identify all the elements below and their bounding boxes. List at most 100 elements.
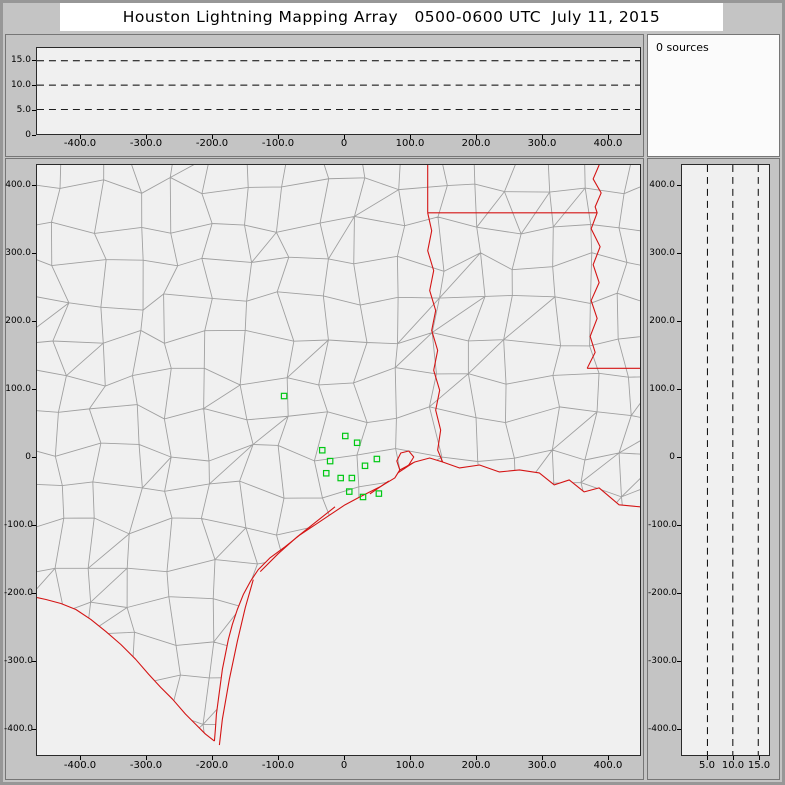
map-y-tick-label: -400.0: [4, 724, 34, 734]
map-y-tick-label: -300.0: [4, 656, 34, 666]
map-y-tick-label: -200.0: [4, 588, 34, 598]
ns-y-tick-label: -400.0: [648, 724, 678, 734]
station-marker: [341, 432, 349, 440]
station-marker: [326, 457, 334, 465]
tick-mark: [146, 756, 147, 760]
altitude-y-tick-label: 5.0: [16, 105, 31, 115]
ew-x-tick-label: -100.0: [261, 138, 295, 149]
panel-plan-view: [5, 158, 644, 780]
tick-mark: [278, 756, 279, 760]
tick-mark: [410, 135, 411, 139]
tick-mark: [344, 135, 345, 139]
map-x-tick-label: -200.0: [195, 760, 229, 771]
tick-mark: [32, 185, 36, 186]
ns-y-tick-label: 0: [669, 452, 675, 462]
plan-view-map-plot[interactable]: [36, 164, 641, 756]
tick-mark: [32, 593, 36, 594]
tick-mark: [146, 135, 147, 139]
station-marker: [318, 446, 326, 454]
ew-x-tick-label: -200.0: [195, 138, 229, 149]
tick-mark: [212, 756, 213, 760]
map-x-tick-label: 200.0: [461, 760, 491, 771]
altitude-north-south-plot[interactable]: [681, 164, 770, 756]
station-marker: [375, 490, 383, 497]
galveston-bay: [396, 450, 415, 471]
barrier-island: [397, 462, 414, 474]
map-x-tick-label: 300.0: [527, 760, 557, 771]
ew-x-tick-label: 300.0: [527, 138, 557, 149]
station-marker: [322, 469, 330, 477]
plan-view-canvas: [37, 165, 640, 746]
ew-x-tick-label: -300.0: [129, 138, 163, 149]
ew-altitude-canvas: [37, 60, 640, 111]
tick-mark: [32, 110, 36, 111]
tick-mark: [677, 729, 681, 730]
panel-altitude-north-south: [647, 158, 780, 780]
map-x-tick-label: 400.0: [593, 760, 623, 771]
east-west-altitude-plot[interactable]: [36, 47, 641, 135]
ns-y-tick-label: 300.0: [649, 248, 675, 258]
ew-x-tick-label: 200.0: [461, 138, 491, 149]
map-y-tick-label: 300.0: [5, 248, 31, 258]
ew-x-tick-label: 400.0: [593, 138, 623, 149]
tick-mark: [608, 135, 609, 139]
window-title: Houston Lightning Mapping Array 0500-060…: [122, 8, 661, 26]
map-x-tick-label: 100.0: [395, 760, 425, 771]
rio-grande-border: [37, 596, 215, 742]
panel-sources-counter: 0 sources: [647, 34, 780, 157]
map-y-tick-label: 100.0: [5, 384, 31, 394]
station-marker: [359, 493, 367, 501]
tick-mark: [32, 457, 36, 458]
altitude-y-tick-label: 0: [25, 130, 31, 140]
map-y-tick-label: 200.0: [5, 316, 31, 326]
tick-mark: [677, 457, 681, 458]
tick-mark: [410, 756, 411, 760]
altitude-y-tick-label: 15.0: [10, 55, 31, 65]
map-y-tick-label: -100.0: [4, 520, 34, 530]
tick-mark: [677, 593, 681, 594]
map-y-tick-label: 400.0: [5, 180, 31, 190]
tick-mark: [32, 389, 36, 390]
barrier-island: [218, 579, 254, 746]
station-marker: [373, 455, 381, 463]
tick-mark: [32, 321, 36, 322]
barrier-island: [369, 480, 390, 495]
tick-mark: [608, 756, 609, 760]
map-y-tick-label: 0: [25, 452, 31, 462]
tick-mark: [677, 661, 681, 662]
altitude-x-tick-label: 15.0: [747, 760, 771, 771]
altitude-x-tick-label: 5.0: [699, 760, 715, 771]
map-x-tick-label: -300.0: [129, 760, 163, 771]
sources-count-label: 0 sources: [656, 41, 709, 54]
barrier-island: [259, 506, 336, 573]
tick-mark: [32, 525, 36, 526]
tick-mark: [733, 756, 734, 760]
tick-mark: [278, 135, 279, 139]
tick-mark: [212, 135, 213, 139]
tick-mark: [542, 756, 543, 760]
tick-mark: [677, 525, 681, 526]
tick-mark: [32, 729, 36, 730]
map-x-tick-label: 0: [340, 760, 348, 771]
tick-mark: [32, 661, 36, 662]
ns-y-tick-label: -100.0: [648, 520, 678, 530]
ew-x-tick-label: -400.0: [63, 138, 97, 149]
ns-y-tick-label: 200.0: [649, 316, 675, 326]
station-marker: [337, 474, 344, 482]
ns-y-tick-label: 400.0: [649, 180, 675, 190]
altitude-x-tick-label: 10.0: [721, 760, 745, 771]
tick-mark: [32, 135, 36, 136]
tick-mark: [542, 135, 543, 139]
tick-mark: [80, 135, 81, 139]
tick-mark: [759, 756, 760, 760]
altitude-y-tick-label: 10.0: [10, 80, 31, 90]
tick-mark: [476, 135, 477, 139]
ns-y-tick-label: -300.0: [648, 656, 678, 666]
ns-y-tick-label: 100.0: [649, 384, 675, 394]
map-x-tick-label: -400.0: [63, 760, 97, 771]
station-marker: [361, 462, 369, 470]
tick-mark: [677, 321, 681, 322]
gulf-coastline: [213, 457, 640, 742]
ew-x-tick-label: 0: [340, 138, 348, 149]
